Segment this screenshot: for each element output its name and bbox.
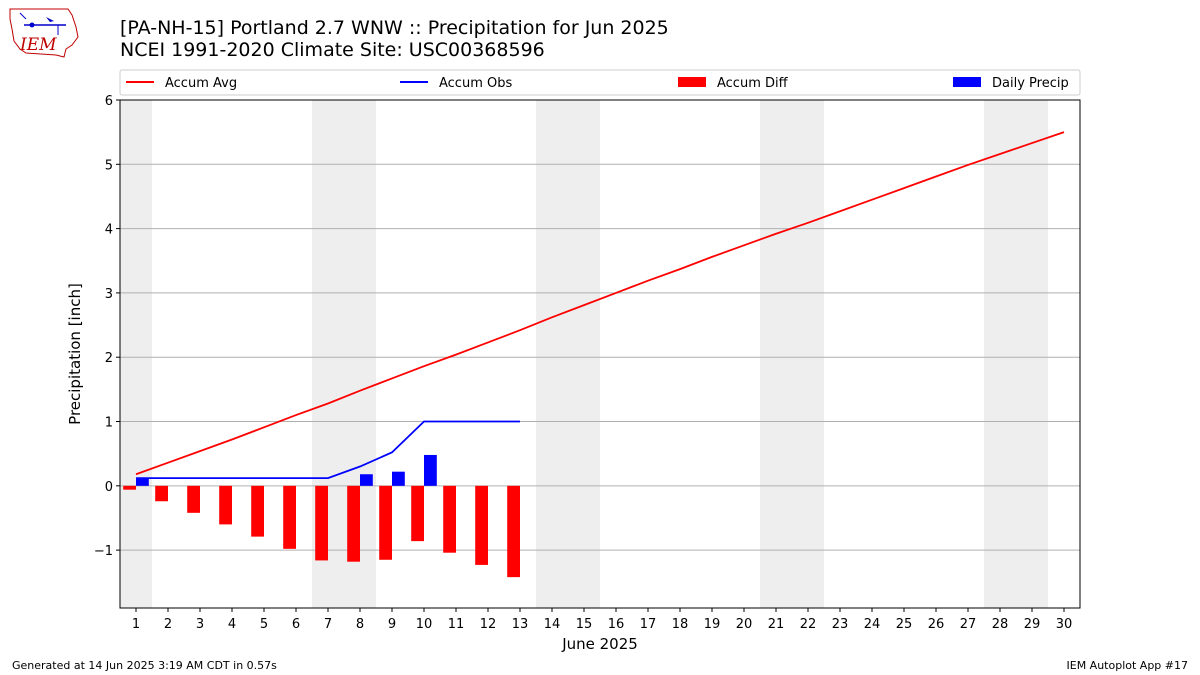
weekend-band [984, 100, 1048, 608]
y-tick-label: 3 [105, 287, 113, 302]
legend-frame [119, 69, 1081, 96]
daily-precip-bar [424, 454, 437, 486]
legend-daily-precip-label: Daily Precip [992, 76, 1069, 91]
x-tick-label: 20 [736, 617, 753, 632]
legend-accum-diff-label: Accum Diff [717, 76, 789, 91]
line-series [135, 131, 1065, 480]
legend-daily-precip-swatch [953, 77, 981, 87]
y-axis-label: Precipitation [inch] [66, 283, 84, 425]
weekend-band [536, 100, 600, 608]
x-tick-label: 26 [928, 617, 945, 632]
x-tick-label: 13 [512, 617, 529, 632]
x-tick-label: 10 [416, 617, 433, 632]
x-tick-label: 2 [164, 617, 172, 632]
y-tick-label: 6 [105, 94, 113, 109]
y-tick-label: 0 [105, 480, 113, 495]
accum-diff-bar [379, 485, 392, 560]
daily-precip-bar [360, 474, 373, 486]
accum-diff-bar [347, 485, 360, 562]
accum-obs-line [136, 420, 520, 480]
accum-diff-bar [155, 485, 168, 502]
x-tick-label: 22 [800, 617, 817, 632]
x-tick-label: 19 [704, 617, 721, 632]
weekend-band [760, 100, 824, 608]
plot-frame [119, 99, 1081, 609]
x-tick-label: 28 [992, 617, 1009, 632]
x-tick-label: 3 [196, 617, 204, 632]
legend-accum-avg-label: Accum Avg [165, 76, 237, 91]
x-tick-label: 4 [228, 617, 236, 632]
accum-diff-bar [411, 485, 424, 542]
weekend-band [120, 100, 152, 608]
y-tick-label: 5 [105, 158, 113, 173]
legend-accum-obs-label: Accum Obs [439, 76, 512, 91]
x-axis-ticks: 1 2 3 4 5 6 7 8 9 10 11 12 13 14 15 16 17 18 19 20 21 22 23 24 2… [132, 608, 1072, 632]
legend: Accum Avg Accum Obs Accum Diff Daily Precip [119, 69, 1081, 96]
x-tick-label: 27 [960, 617, 977, 632]
accum-diff-bar [123, 485, 136, 490]
x-tick-label: 24 [864, 617, 881, 632]
x-tick-label: 16 [608, 617, 625, 632]
weekend-bands [120, 100, 1048, 608]
y-tick-label: 4 [105, 223, 113, 238]
accum-diff-bar [507, 485, 520, 578]
accum-diff-bar [315, 485, 328, 561]
x-tick-label: 12 [480, 617, 497, 632]
x-tick-label: 7 [324, 617, 332, 632]
x-tick-label: 23 [832, 617, 849, 632]
legend-items: Accum Avg Accum Obs Accum Diff Daily Precip [126, 76, 1069, 91]
x-tick-label: 15 [576, 617, 593, 632]
x-axis-label: June 2025 [561, 635, 638, 653]
footer-generated-text: Generated at 14 Jun 2025 3:19 AM CDT in … [12, 659, 277, 672]
x-tick-label: 14 [544, 617, 561, 632]
bar-series [123, 454, 520, 578]
iem-logo: IEM [9, 8, 79, 58]
footer-app-label: IEM Autoplot App #17 [1066, 659, 1189, 672]
x-tick-label: 8 [356, 617, 364, 632]
daily-precip-bar [392, 471, 405, 486]
x-tick-label: 11 [448, 617, 465, 632]
legend-accum-diff-swatch [678, 77, 706, 87]
y-tick-label: −1 [94, 544, 113, 559]
y-tick-label: 1 [105, 416, 113, 431]
accum-diff-bar [187, 485, 200, 513]
accum-avg-line [135, 131, 1065, 476]
x-tick-label: 30 [1056, 617, 1073, 632]
accum-diff-bar [251, 485, 264, 537]
chart-title: [PA-NH-15] Portland 2.7 WNW :: Precipita… [120, 17, 669, 39]
x-tick-label: 17 [640, 617, 657, 632]
x-tick-label: 21 [768, 617, 785, 632]
y-axis-ticks: −1 0 1 2 3 4 5 6 [94, 94, 120, 559]
x-tick-label: 6 [292, 617, 300, 632]
accum-diff-bar [443, 485, 456, 553]
logo-text: IEM [19, 35, 57, 55]
x-tick-label: 25 [896, 617, 913, 632]
y-tick-label: 2 [105, 351, 113, 366]
x-tick-label: 29 [1024, 617, 1041, 632]
chart-subtitle: NCEI 1991-2020 Climate Site: USC00368596 [120, 39, 545, 61]
daily-precip-bar [136, 478, 149, 486]
accum-diff-bar [475, 485, 488, 565]
x-tick-label: 5 [260, 617, 268, 632]
accum-diff-bar [219, 485, 232, 525]
x-tick-label: 9 [388, 617, 396, 632]
x-tick-label: 1 [132, 617, 140, 632]
accum-diff-bar [283, 485, 296, 549]
x-tick-label: 18 [672, 617, 689, 632]
